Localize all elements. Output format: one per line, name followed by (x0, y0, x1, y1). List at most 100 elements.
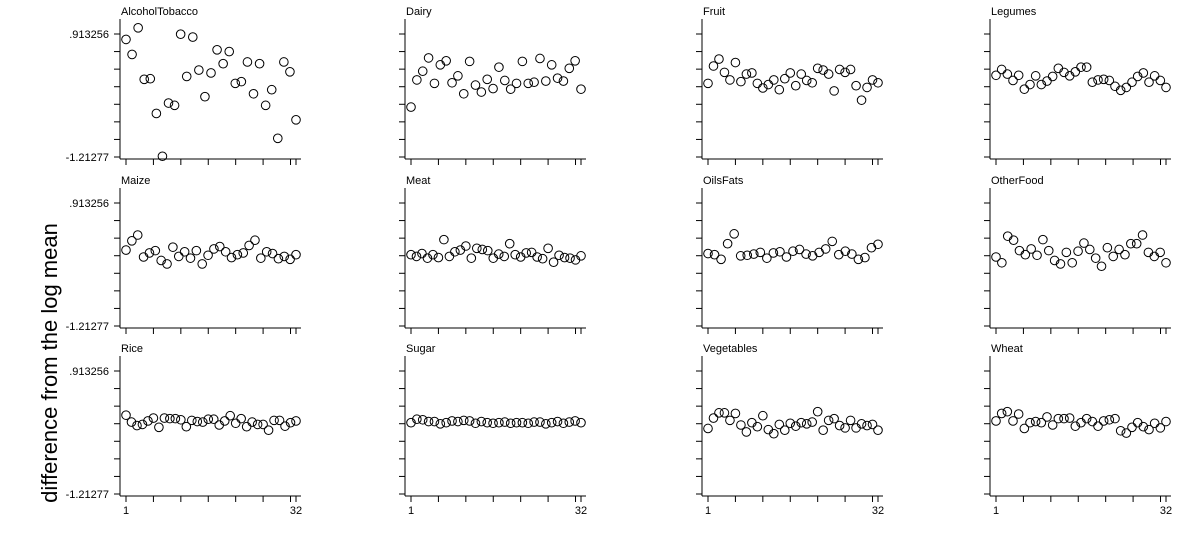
data-point (1014, 245, 1025, 256)
data-point (840, 423, 850, 433)
data-point (145, 73, 156, 84)
data-point (156, 255, 166, 266)
data-point (279, 251, 290, 262)
data-point (523, 418, 534, 429)
y-tick-label-bottom: -1.21277 (66, 152, 109, 164)
data-point (423, 53, 434, 63)
data-point (829, 413, 839, 424)
data-point (163, 98, 174, 108)
data-point (1096, 261, 1107, 272)
panel-title: AlcoholTobacco (121, 6, 198, 18)
data-point (242, 57, 253, 67)
data-point (755, 247, 766, 258)
panel-title: Fruit (703, 6, 725, 18)
data-point (511, 417, 522, 428)
data-point (1079, 238, 1089, 248)
data-point (1087, 416, 1098, 427)
data-point (517, 417, 528, 428)
data-point (441, 56, 451, 66)
data-point (996, 408, 1007, 419)
data-point (840, 67, 850, 78)
data-point (1108, 251, 1119, 262)
data-point (991, 70, 1001, 81)
panel-title: Vegetables (703, 343, 758, 355)
data-point (241, 421, 252, 432)
data-point (121, 34, 131, 45)
data-point (444, 251, 455, 262)
data-point (230, 418, 241, 429)
data-point (775, 246, 785, 257)
data-point (285, 417, 296, 428)
data-point (494, 417, 504, 428)
data-point (790, 80, 801, 91)
data-point (1098, 416, 1109, 426)
data-point (529, 417, 539, 427)
data-point (807, 417, 817, 427)
data-point (291, 416, 301, 426)
data-point (742, 250, 753, 261)
data-point (203, 414, 214, 425)
data-point (127, 49, 137, 60)
data-point (991, 252, 1001, 262)
data-point (138, 252, 149, 262)
data-point (1002, 406, 1013, 417)
data-point (285, 66, 295, 77)
data-point (1104, 414, 1115, 425)
data-point (1053, 63, 1064, 74)
data-point (148, 413, 159, 423)
data-point (558, 76, 569, 86)
data-point (1127, 422, 1137, 433)
data-point (238, 248, 249, 258)
data-point (1025, 417, 1035, 428)
data-point (197, 417, 208, 427)
data-point (417, 66, 428, 77)
data-point (274, 415, 285, 426)
data-point (482, 417, 493, 428)
data-point (208, 414, 219, 425)
data-point (435, 419, 446, 429)
data-point (752, 78, 763, 89)
data-point (458, 88, 469, 99)
data-point (796, 417, 807, 428)
panel-title: Wheat (991, 343, 1023, 355)
x-tick-label-first: 1 (408, 505, 414, 517)
data-point (429, 416, 440, 427)
data-point (499, 417, 510, 427)
y-tick-label-top: .913256 (69, 29, 109, 41)
data-point (476, 416, 487, 427)
data-point (1059, 67, 1069, 78)
data-point (505, 418, 516, 429)
data-point (1155, 423, 1166, 433)
data-point (175, 29, 186, 39)
data-point (464, 56, 475, 67)
data-point (840, 246, 851, 257)
data-point (541, 76, 551, 86)
data-point (1070, 66, 1081, 77)
data-point (187, 415, 197, 426)
data-point (504, 238, 515, 249)
data-point (853, 254, 864, 265)
data-point (461, 241, 471, 251)
data-point (1161, 416, 1171, 427)
data-point (532, 252, 542, 262)
data-point (151, 108, 162, 119)
data-point (725, 75, 735, 85)
data-point (248, 88, 259, 99)
data-point (814, 247, 824, 258)
data-point (291, 249, 301, 260)
data-point (159, 413, 170, 423)
data-point (736, 420, 746, 430)
panel-otherfood: OtherFood (984, 175, 1171, 334)
data-point (162, 259, 172, 269)
data-point (774, 419, 785, 430)
data-point (1047, 420, 1058, 430)
data-point (722, 238, 733, 249)
data-point (1098, 74, 1109, 85)
data-point (256, 253, 266, 263)
x-tick-label-last: 32 (872, 505, 884, 517)
data-point (187, 32, 198, 42)
data-point (1020, 249, 1031, 260)
data-point (254, 58, 265, 69)
data-point (429, 78, 440, 89)
data-point (529, 77, 539, 88)
